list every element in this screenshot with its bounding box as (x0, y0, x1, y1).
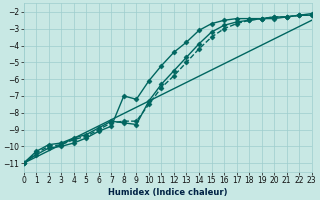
X-axis label: Humidex (Indice chaleur): Humidex (Indice chaleur) (108, 188, 228, 197)
